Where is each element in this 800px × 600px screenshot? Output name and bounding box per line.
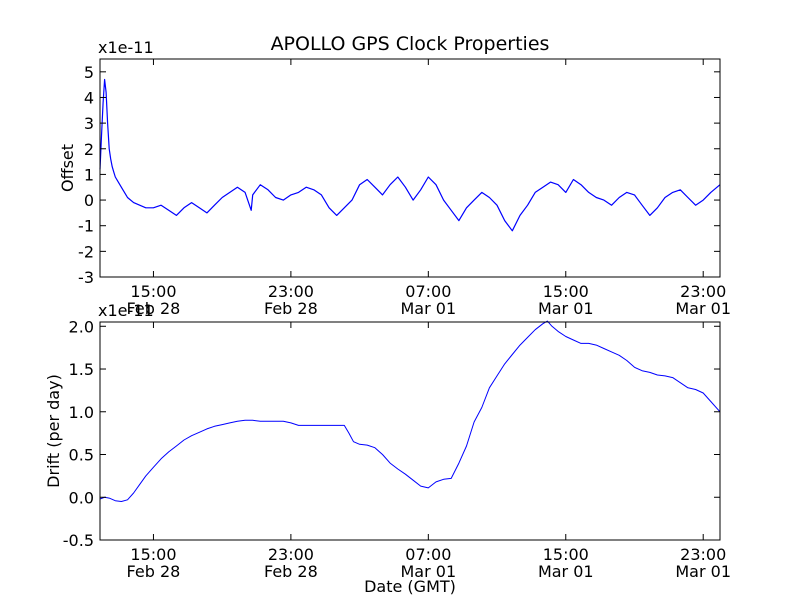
drift-plot-area	[99, 320, 721, 502]
drift-y-ticks: -0.5 0.0 0.5 1.0 1.5 2.0	[63, 317, 720, 550]
drift-scale-label: x1e-11	[98, 301, 154, 320]
offset-y-tick-label: -2	[78, 242, 94, 261]
drift-x-tick-date-label: Mar 01	[401, 562, 457, 581]
offset-axes-frame	[99, 58, 721, 278]
drift-y-tick-label: 1.0	[69, 403, 94, 422]
offset-x-tick-date-label: Feb 28	[264, 299, 318, 318]
offset-y-tick-label: 5	[84, 63, 94, 82]
offset-x-tick-time-label: 15:00	[543, 282, 589, 301]
drift-y-tick-label: 0.5	[69, 446, 94, 465]
offset-x-tick-date-label: Feb 28	[127, 299, 181, 318]
offset-x-tick-date-label: Mar 01	[675, 299, 731, 318]
drift-x-tick-time-label: 15:00	[543, 545, 589, 564]
offset-x-tick-time-label: 15:00	[130, 282, 176, 301]
drift-x-tick-date-label: Mar 01	[675, 562, 731, 581]
drift-x-tick-date-label: Feb 28	[264, 562, 318, 581]
offset-x-tick-date-label: Mar 01	[401, 299, 457, 318]
drift-x-tick-date-label: Mar 01	[538, 562, 594, 581]
drift-x-tick-time-label: 15:00	[130, 545, 176, 564]
offset-y-axis-label: Offset	[58, 144, 77, 192]
offset-y-tick-label: 3	[84, 114, 94, 133]
offset-y-ticks: -3 -2 -1 0 1 2 3 4 5	[78, 63, 720, 287]
drift-y-tick-label: 2.0	[69, 317, 94, 336]
drift-x-tick-time-label: 23:00	[680, 545, 726, 564]
drift-y-tick-label: 0.0	[69, 488, 94, 507]
drift-y-tick-label: -0.5	[63, 531, 94, 550]
offset-y-tick-label: 2	[84, 140, 94, 159]
drift-x-tick-time-label: 07:00	[405, 545, 451, 564]
chart-title: APOLLO GPS Clock Properties	[271, 33, 550, 55]
drift-series-line	[99, 320, 721, 502]
offset-y-tick-label: 0	[84, 191, 94, 210]
drift-x-axis-label: Date (GMT)	[364, 577, 456, 596]
offset-series-line	[99, 78, 721, 232]
offset-y-tick-label: 4	[84, 88, 94, 107]
drift-x-tick-time-label: 23:00	[268, 545, 314, 564]
drift-x-tick-date-label: Feb 28	[127, 562, 181, 581]
drift-axes-frame	[99, 321, 721, 541]
offset-y-tick-label: -1	[78, 217, 94, 236]
offset-plot-area	[99, 78, 721, 232]
offset-x-tick-date-label: Mar 01	[538, 299, 594, 318]
drift-y-tick-label: 1.5	[69, 360, 94, 379]
offset-scale-label: x1e-11	[98, 38, 154, 57]
offset-x-tick-time-label: 07:00	[405, 282, 451, 301]
offset-y-tick-label: -3	[78, 268, 94, 287]
offset-x-tick-time-label: 23:00	[268, 282, 314, 301]
drift-y-axis-label: Drift (per day)	[44, 374, 63, 488]
offset-x-tick-time-label: 23:00	[680, 282, 726, 301]
offset-y-tick-label: 1	[84, 165, 94, 184]
